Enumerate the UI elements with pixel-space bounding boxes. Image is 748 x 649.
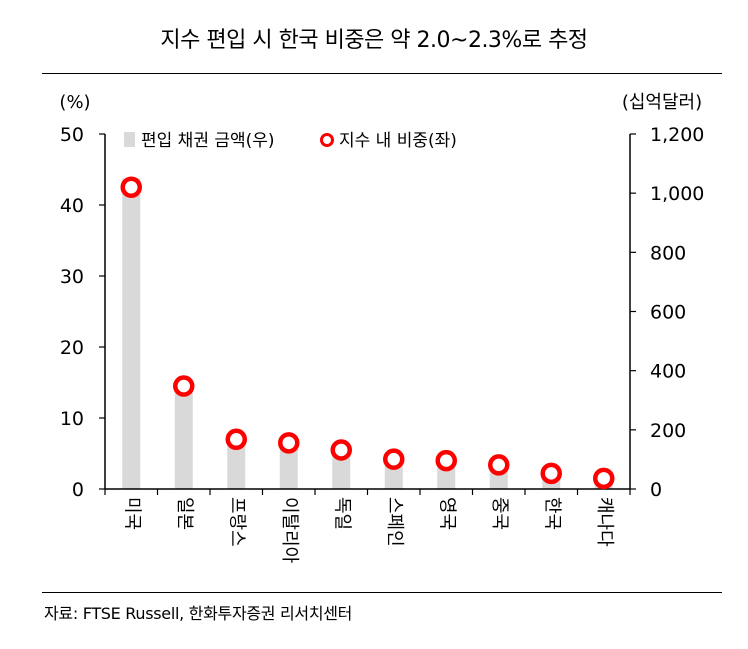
category-label: 캐나다 <box>594 497 615 547</box>
marker-point <box>173 375 195 397</box>
legend-marker-swatch <box>320 133 334 147</box>
legend-marker-label: 지수 내 비중(좌) <box>339 131 457 151</box>
right-axis-unit: (십억달러) <box>622 92 702 113</box>
bar <box>227 437 246 489</box>
right-tick-label: 0 <box>650 479 662 501</box>
left-tick-label: 0 <box>72 479 84 501</box>
left-tick-label: 20 <box>60 337 84 359</box>
category-label: 한국 <box>541 497 562 530</box>
category-label: 프랑스 <box>226 497 247 547</box>
bottom-rule <box>42 592 722 593</box>
left-tick-label: 50 <box>60 124 84 146</box>
category-label: 이탈리아 <box>279 497 300 564</box>
category-label: 중국 <box>489 497 510 530</box>
marker-point <box>383 448 405 470</box>
top-rule <box>42 73 722 74</box>
chart-title: 지수 편입 시 한국 비중은 약 2.0~2.3%로 추정 <box>160 28 588 53</box>
marker-point <box>278 432 300 454</box>
right-tick-label: 200 <box>650 420 686 442</box>
right-tick-label: 600 <box>650 302 686 324</box>
left-tick-label: 30 <box>60 266 84 288</box>
marker-point <box>540 462 562 485</box>
right-tick-label: 1,000 <box>650 183 704 205</box>
bar <box>279 441 298 489</box>
legend-bar-swatch <box>124 132 135 147</box>
left-tick-label: 10 <box>60 408 84 430</box>
bar <box>122 178 141 489</box>
marker-point <box>225 428 247 451</box>
source-note: 자료: FTSE Russell, 한화투자증권 리서치센터 <box>44 604 353 623</box>
category-label: 영국 <box>436 497 457 530</box>
left-axis-unit: (%) <box>59 92 90 113</box>
category-label: 일본 <box>174 497 195 530</box>
marker-point <box>488 454 510 476</box>
marker-point <box>593 467 615 490</box>
marker-point <box>435 449 457 472</box>
marker-point <box>120 176 142 198</box>
category-label: 스페인 <box>384 497 405 547</box>
marker-point <box>330 439 352 461</box>
category-label: 독일 <box>331 497 352 530</box>
legend-bar-label: 편입 채권 금액(우) <box>141 131 275 151</box>
bar <box>174 385 193 489</box>
right-tick-label: 800 <box>650 242 686 264</box>
left-tick-label: 40 <box>60 195 84 217</box>
right-tick-label: 400 <box>650 361 686 383</box>
category-label: 미국 <box>121 497 142 530</box>
right-tick-label: 1,200 <box>650 124 704 146</box>
